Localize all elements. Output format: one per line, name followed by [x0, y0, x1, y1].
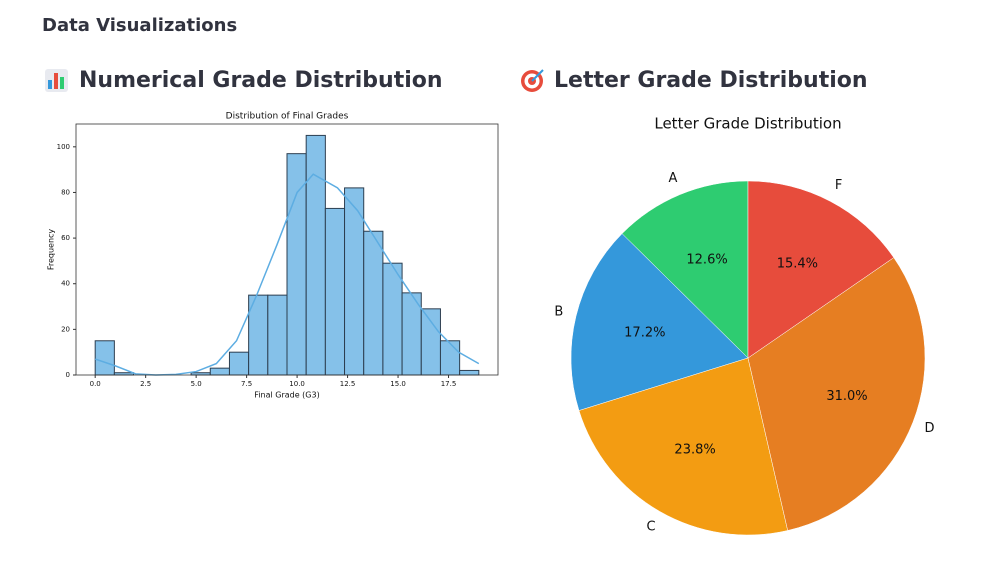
x-tick-label: 0.0 [90, 380, 101, 388]
pie-label: F [835, 178, 842, 193]
pie-value-label: 23.8% [674, 443, 715, 458]
histogram-bar [420, 308, 441, 376]
histogram-bar [363, 230, 384, 376]
histogram-bar [286, 153, 307, 376]
histogram-bar [209, 367, 230, 376]
pie-wedge [621, 180, 749, 359]
pie-wedge [578, 357, 788, 536]
chart-title: Letter Grade Distribution [654, 115, 841, 133]
histogram-bar [459, 369, 480, 376]
section-heading: Numerical Grade Distribution [79, 68, 443, 93]
x-tick-label: 17.5 [441, 380, 457, 388]
histogram-bar [267, 294, 288, 376]
histogram-bar [439, 340, 461, 376]
bar-chart-icon [45, 69, 68, 92]
y-axis-label: Frequency [47, 229, 56, 271]
pie-wedge [570, 233, 749, 411]
pie-label: D [924, 421, 934, 436]
y-tick-label: 60 [61, 234, 70, 242]
y-tick-label: 40 [61, 280, 70, 288]
pie-value-label: 12.6% [686, 253, 727, 268]
pie-wedge [747, 257, 926, 531]
pie-label: B [554, 304, 563, 319]
histogram-bar [305, 134, 326, 376]
page-title: Data Visualizations [42, 15, 237, 36]
target-icon [521, 69, 544, 92]
histogram-bar [228, 351, 250, 376]
histogram-bar [382, 262, 403, 376]
pie-value-label: 15.4% [777, 256, 818, 271]
y-tick-label: 20 [61, 325, 70, 333]
pie-label: A [668, 171, 677, 186]
x-tick-label: 12.5 [340, 380, 356, 388]
pie-wedge [747, 180, 895, 359]
histogram-bar [324, 207, 346, 376]
pie-value-label: 31.0% [826, 389, 867, 404]
y-tick-label: 100 [57, 143, 70, 151]
x-tick-label: 10.0 [289, 380, 305, 388]
histogram-bar [94, 340, 115, 376]
chart-title: Distribution of Final Grades [226, 112, 349, 122]
x-tick-label: 2.5 [140, 380, 151, 388]
pie-label: C [646, 519, 655, 534]
y-tick-label: 0 [66, 371, 70, 379]
x-tick-label: 5.0 [191, 380, 202, 388]
pie-value-label: 17.2% [624, 325, 665, 340]
section-heading: Letter Grade Distribution [554, 68, 868, 93]
plot-frame [75, 123, 499, 376]
x-tick-label: 7.5 [241, 380, 252, 388]
y-tick-label: 80 [61, 188, 70, 196]
x-axis-label: Final Grade (G3) [254, 391, 319, 400]
x-tick-label: 15.0 [390, 380, 406, 388]
